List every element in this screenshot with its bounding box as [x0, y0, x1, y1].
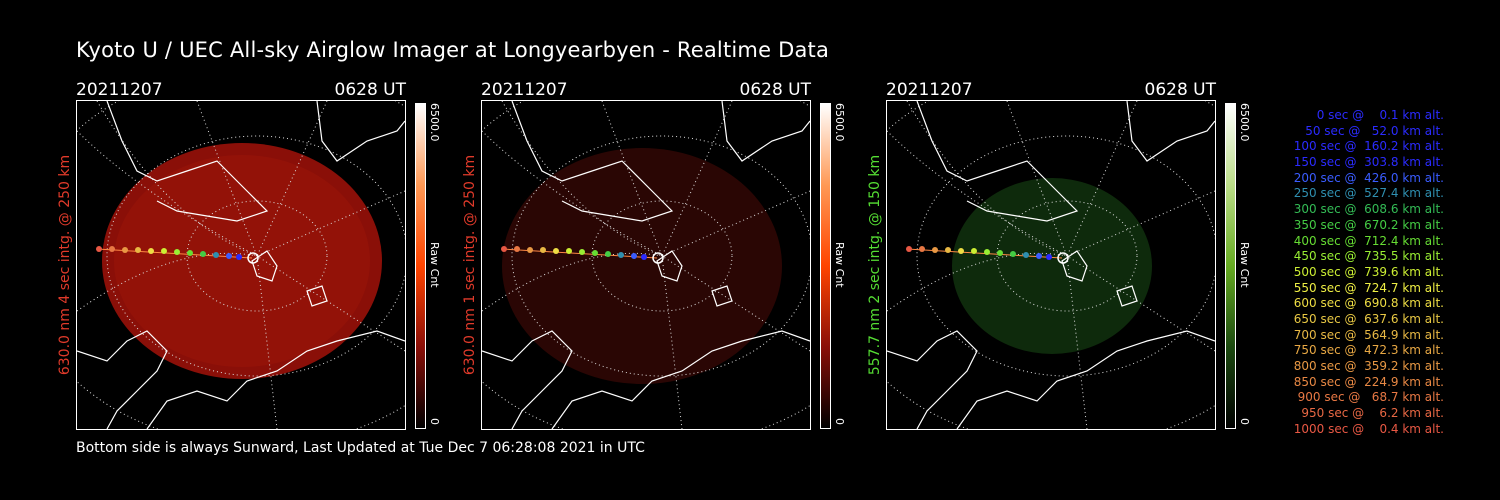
- trajectory-legend: 0 sec @ 0.1 km alt. 50 sec @ 52.0 km alt.…: [1260, 108, 1444, 437]
- airglow-disc: [502, 148, 782, 384]
- footer-status: Bottom side is always Sunward, Last Upda…: [76, 440, 645, 456]
- panel-2-date: 20211207: [481, 80, 568, 100]
- trajectory: [906, 246, 1069, 264]
- legend-entry: 250 sec @ 527.4 km alt.: [1293, 186, 1444, 201]
- panel-3-image: [886, 100, 1216, 430]
- panel-2-map: [482, 101, 810, 429]
- panel-1-date: 20211207: [76, 80, 163, 100]
- coastlines: [77, 101, 405, 429]
- panel-1: 20211207 0628 UT: [76, 80, 406, 430]
- panel-3-time: 0628 UT: [1144, 80, 1217, 100]
- panel-2-colorbar-max: 6500.0: [833, 103, 846, 142]
- legend-entry: 100 sec @ 160.2 km alt.: [1293, 139, 1444, 154]
- panel-2-ylabel: 630.0 nm 1 sec intg. @ 250 km: [462, 154, 478, 376]
- panel-3-colorbar-max: 6500.0: [1238, 103, 1251, 142]
- lat-lon-grid: [77, 101, 405, 429]
- legend-entry: 1000 sec @ 0.4 km alt.: [1293, 421, 1444, 436]
- coastlines: [482, 101, 810, 429]
- legend-entry: 350 sec @ 670.2 km alt.: [1293, 217, 1444, 232]
- legend-entry: 800 sec @ 359.2 km alt.: [1293, 359, 1444, 373]
- panel-2-time: 0628 UT: [739, 80, 812, 100]
- panel-1-colorbar-min: 0: [428, 418, 441, 425]
- panel-3-colorbar: [1225, 103, 1236, 429]
- panel-2: 20211207 0628 UT: [481, 80, 811, 430]
- legend-entry: 200 sec @ 426.0 km alt.: [1293, 170, 1444, 185]
- panel-1-colorbar-unit: Raw Cnt: [428, 242, 441, 288]
- lat-lon-grid: [887, 101, 1215, 429]
- trajectory: [96, 246, 259, 264]
- lat-lon-grid: [482, 101, 810, 429]
- page-title: Kyoto U / UEC All-sky Airglow Imager at …: [76, 38, 830, 62]
- panel-2-colorbar-unit: Raw Cnt: [833, 242, 846, 288]
- panel-2-image: [481, 100, 811, 430]
- panel-3: 20211207 0628 UT: [886, 80, 1216, 430]
- airglow-disc: [952, 178, 1152, 354]
- legend-entry: 0 sec @ 0.1 km alt.: [1316, 108, 1444, 122]
- panel-3-ylabel: 557.7 nm 2 sec intg. @ 150 km: [867, 154, 883, 376]
- legend-entry: 750 sec @ 472.3 km alt.: [1293, 343, 1444, 358]
- trajectory: [501, 246, 664, 264]
- panel-1-colorbar-max: 6500.0: [428, 103, 441, 142]
- legend-entry: 450 sec @ 735.5 km alt.: [1293, 249, 1444, 264]
- panel-1-map: [77, 101, 405, 429]
- panel-2-colorbar-min: 0: [833, 418, 846, 425]
- panel-1-ylabel: 630.0 nm 4 sec intg. @ 250 km: [57, 154, 73, 376]
- panel-3-colorbar-unit: Raw Cnt: [1238, 242, 1251, 288]
- legend-entry: 50 sec @ 52.0 km alt.: [1305, 123, 1444, 138]
- panel-2-colorbar: [820, 103, 831, 429]
- legend-entry: 900 sec @ 68.7 km alt.: [1297, 390, 1444, 405]
- legend-entry: 600 sec @ 690.8 km alt.: [1293, 296, 1444, 311]
- legend-entry: 150 sec @ 303.8 km alt.: [1293, 155, 1444, 170]
- coastlines: [887, 101, 1215, 429]
- panel-1-image: [76, 100, 406, 430]
- panel-1-colorbar: [415, 103, 426, 429]
- panel-3-map: [887, 101, 1215, 429]
- legend-entry: 950 sec @ 6.2 km alt.: [1301, 406, 1444, 421]
- panel-3-colorbar-min: 0: [1238, 418, 1251, 425]
- panel-3-date: 20211207: [886, 80, 973, 100]
- legend-entry: 850 sec @ 224.9 km alt.: [1293, 374, 1444, 389]
- legend-entry: 400 sec @ 712.4 km alt.: [1293, 233, 1444, 248]
- legend-entry: 650 sec @ 637.6 km alt.: [1293, 311, 1444, 326]
- legend-entry: 550 sec @ 724.7 km alt.: [1293, 280, 1444, 295]
- legend-entry: 300 sec @ 608.6 km alt.: [1293, 202, 1444, 217]
- legend-entry: 500 sec @ 739.6 km alt.: [1293, 264, 1444, 279]
- panel-1-time: 0628 UT: [334, 80, 407, 100]
- legend-entry: 700 sec @ 564.9 km alt.: [1293, 327, 1444, 342]
